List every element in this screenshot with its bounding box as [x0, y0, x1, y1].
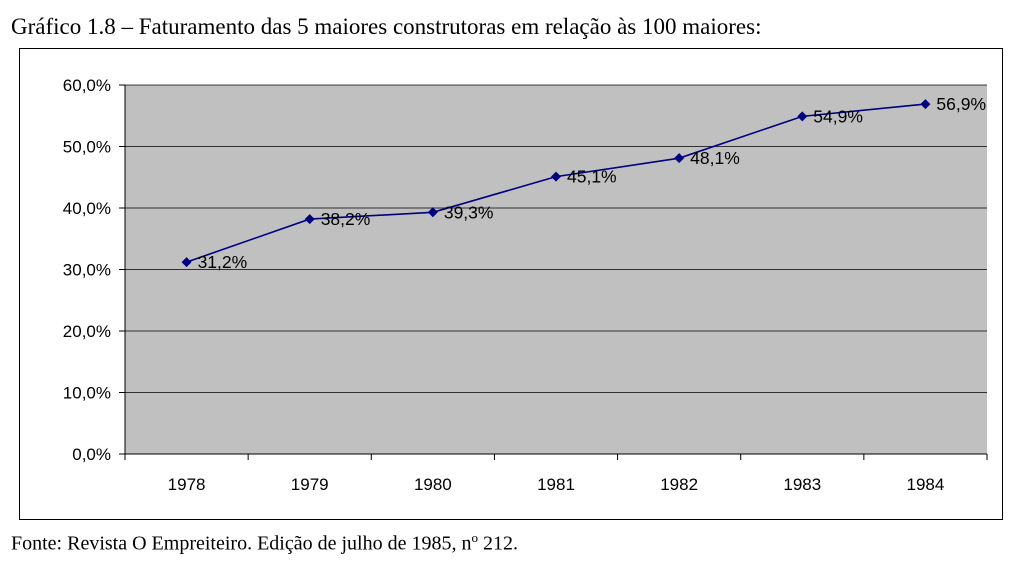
- data-label: 38,2%: [321, 209, 371, 229]
- data-point-marker: [304, 214, 315, 225]
- data-label: 48,1%: [690, 148, 740, 168]
- x-tick-label: 1982: [660, 475, 698, 494]
- x-tick-label: 1980: [414, 475, 452, 494]
- data-point-marker: [797, 111, 808, 122]
- data-point-marker: [674, 153, 685, 164]
- x-axis: 1978 1979 1980 1981 1982 1983 1984: [124, 453, 988, 494]
- data-label: 31,2%: [198, 252, 248, 272]
- x-tick-label: 1979: [291, 475, 329, 494]
- gridlines: [125, 84, 987, 393]
- source-note: Fonte: Revista O Empreiteiro. Edição de …: [11, 530, 518, 556]
- y-tick-label: 0,0%: [72, 445, 111, 464]
- y-axis: 0,0% 10,0% 20,0% 30,0% 40,0% 50,0% 60,0%: [63, 76, 126, 464]
- x-tick-label: 1981: [537, 475, 575, 494]
- data-point-marker: [920, 99, 931, 110]
- y-tick-label: 10,0%: [63, 384, 111, 403]
- x-tick-label: 1984: [907, 475, 945, 494]
- y-tick-label: 30,0%: [63, 261, 111, 280]
- data-point-marker: [427, 207, 438, 218]
- series-line-group: [181, 99, 931, 268]
- source-text-end: 212.: [477, 532, 518, 555]
- y-tick-label: 20,0%: [63, 322, 111, 341]
- data-label: 56,9%: [936, 94, 986, 114]
- data-label: 54,9%: [813, 106, 863, 126]
- source-superscript: o: [471, 530, 478, 545]
- data-labels: 31,2% 38,2% 39,3% 45,1% 48,1% 54,9% 56,9%: [198, 94, 986, 272]
- data-label: 45,1%: [567, 167, 617, 187]
- source-text: Fonte: Revista O Empreiteiro. Edição de …: [11, 532, 472, 555]
- data-point-marker: [181, 257, 192, 268]
- y-tick-label: 60,0%: [63, 76, 111, 95]
- x-tick-label: 1983: [783, 475, 821, 494]
- y-tick-label: 40,0%: [63, 199, 111, 218]
- data-point-marker: [551, 171, 561, 182]
- x-tick-label: 1978: [168, 475, 206, 494]
- chart-title: Gráfico 1.8 – Faturamento das 5 maiores …: [11, 14, 762, 39]
- data-label: 39,3%: [444, 202, 494, 222]
- y-tick-label: 50,0%: [63, 138, 111, 157]
